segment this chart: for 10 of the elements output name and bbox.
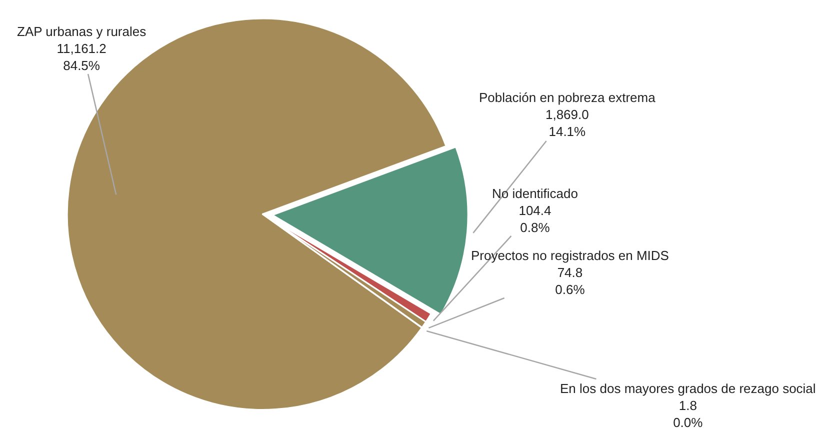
slice-label: En los dos mayores grados de rezago social bbox=[560, 381, 816, 396]
slice-label: No identificado bbox=[492, 186, 578, 201]
data-label: 74.8 0.6% bbox=[555, 264, 586, 297]
data-label: 104.4 0.8% bbox=[518, 202, 552, 235]
slice-label: ZAP urbanas y rurales bbox=[17, 24, 147, 39]
data-label: 11,161.2 84.5% bbox=[56, 40, 106, 73]
data-label: 1.8 0.0% bbox=[673, 398, 704, 430]
data-label: 1,869.0 14.1% bbox=[545, 106, 589, 139]
slice-label: Población en pobreza extrema bbox=[479, 90, 656, 105]
slice-label: Proyectos no registrados en MIDS bbox=[471, 248, 670, 263]
